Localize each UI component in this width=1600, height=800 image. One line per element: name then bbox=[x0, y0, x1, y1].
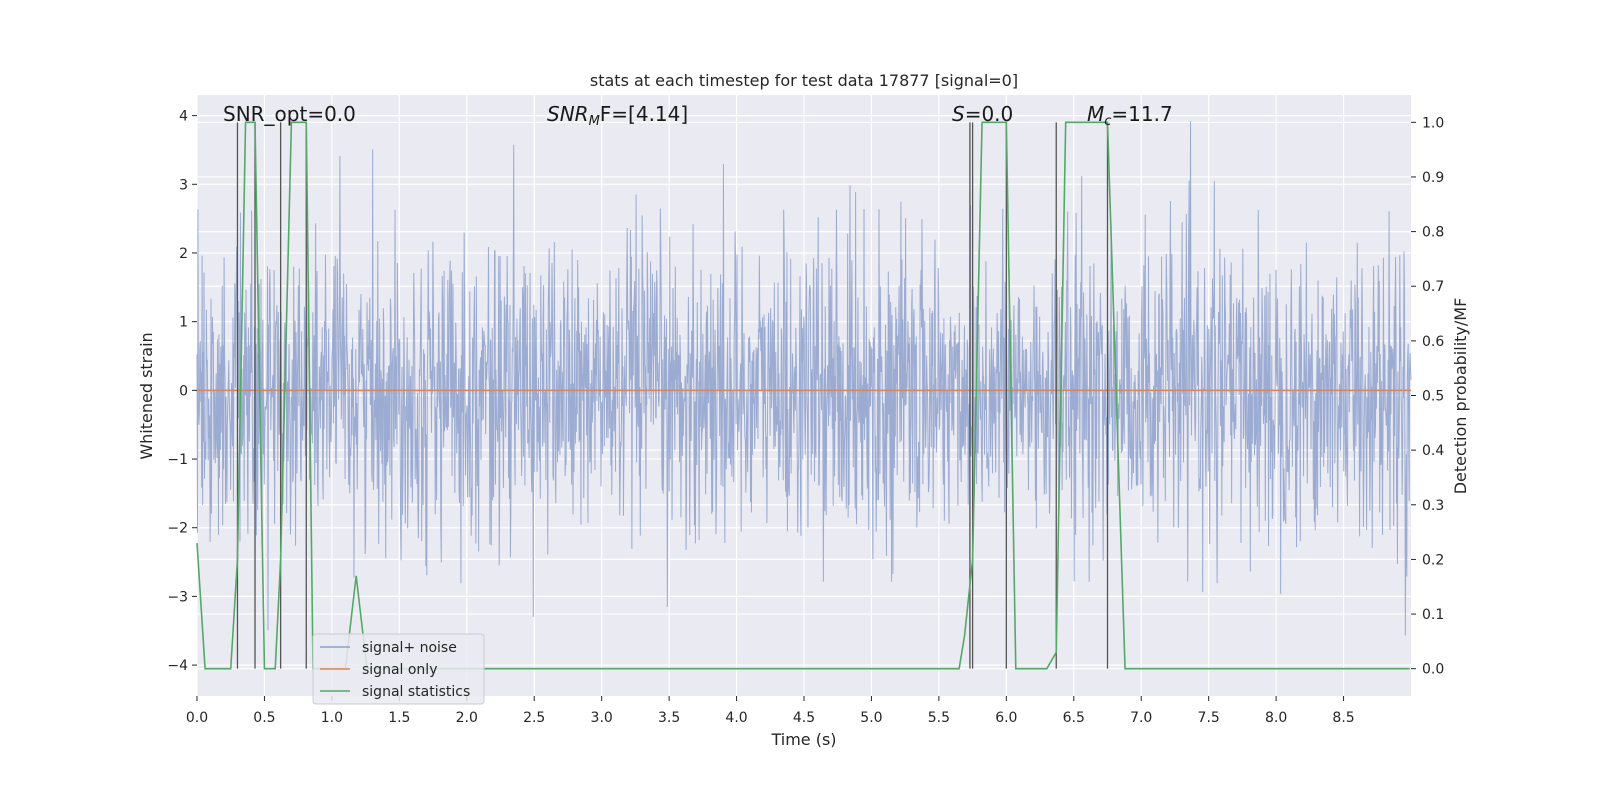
x-tick-label: 6.0 bbox=[995, 710, 1017, 726]
x-tick-label: 3.0 bbox=[591, 710, 613, 726]
y2-tick-label: 0.8 bbox=[1422, 225, 1444, 241]
signal-statistics-series bbox=[196, 121, 1410, 670]
y-tick-label: 2 bbox=[179, 246, 188, 262]
x-tick-label: 4.5 bbox=[793, 710, 815, 726]
snr-opt-annotation: SNR_opt=0.0 bbox=[223, 102, 356, 126]
x-tick-label: 3.5 bbox=[658, 710, 680, 726]
x-tick-label: 0.0 bbox=[186, 710, 208, 726]
y2-tick-label: 0.2 bbox=[1422, 552, 1444, 568]
y-tick-label: 1 bbox=[179, 315, 188, 331]
legend-box bbox=[312, 633, 485, 705]
y-tick-label: −3 bbox=[167, 589, 188, 605]
vertical-marker-lines bbox=[236, 122, 1109, 669]
y2-tick-label: 0.5 bbox=[1422, 389, 1444, 405]
signal-statistics-line bbox=[196, 121, 1410, 670]
x-tick-label: 0.5 bbox=[253, 710, 275, 726]
signal-noise-line bbox=[196, 121, 1412, 636]
y2-tick-label: 0.0 bbox=[1422, 662, 1444, 678]
y2-tick-label: 0.9 bbox=[1422, 170, 1444, 186]
legend-label-signal-only: signal only bbox=[362, 662, 437, 678]
legend: signal+ noise signal only signal statist… bbox=[312, 633, 485, 705]
y-tick-label: 4 bbox=[179, 109, 188, 125]
chart-title: stats at each timestep for test data 178… bbox=[590, 71, 1018, 90]
x-tick-label: 8.5 bbox=[1332, 710, 1354, 726]
signal-noise-series bbox=[196, 121, 1412, 636]
y2-axis-ticks: 1.0 0.9 0.8 0.7 0.6 0.5 0.4 0.3 0.2 0.1 0.0 bbox=[1411, 115, 1444, 678]
y-tick-label: −1 bbox=[167, 452, 188, 468]
y2-tick-label: 0.1 bbox=[1422, 607, 1444, 623]
x-tick-label: 5.0 bbox=[860, 710, 882, 726]
x-tick-label: 1.0 bbox=[321, 710, 343, 726]
x-tick-label: 4.0 bbox=[725, 710, 747, 726]
y2-tick-label: 0.6 bbox=[1422, 334, 1444, 350]
x-tick-label: 2.0 bbox=[456, 710, 478, 726]
y-tick-label: −4 bbox=[167, 658, 188, 674]
y2-tick-label: 1.0 bbox=[1422, 115, 1444, 131]
x-tick-label: 7.5 bbox=[1198, 710, 1220, 726]
x-tick-label: 1.5 bbox=[388, 710, 410, 726]
x-tick-label: 7.0 bbox=[1130, 710, 1152, 726]
y2-axis-label: Detection probability/MF bbox=[1451, 298, 1470, 495]
legend-label-signal-statistics: signal statistics bbox=[362, 684, 470, 700]
snr-mf-annotation: SNRMF=[4.14] bbox=[547, 102, 688, 129]
x-tick-label: 8.0 bbox=[1265, 710, 1287, 726]
y2-tick-label: 0.3 bbox=[1422, 498, 1444, 514]
mc-annotation: Mc=11.7 bbox=[1087, 102, 1173, 129]
x-axis-label: Time (s) bbox=[770, 730, 836, 749]
y2-tick-label: 0.4 bbox=[1422, 443, 1444, 459]
y2-tick-label: 0.7 bbox=[1422, 279, 1444, 295]
x-tick-label: 2.5 bbox=[523, 710, 545, 726]
s-annotation: S=0.0 bbox=[952, 102, 1013, 126]
y-tick-label: 0 bbox=[179, 383, 188, 399]
y-tick-label: 3 bbox=[179, 177, 188, 193]
x-axis-ticks: 0.0 0.5 1.0 1.5 2.0 2.5 3.0 3.5 4.0 4.5 5.0 5.5 6.0 6… bbox=[186, 696, 1355, 726]
y-axis-ticks: 4 3 2 1 0 −1 −2 −3 −4 bbox=[167, 109, 197, 674]
x-tick-label: 5.5 bbox=[928, 710, 950, 726]
y-tick-label: −2 bbox=[167, 521, 188, 537]
legend-label-signal-noise: signal+ noise bbox=[362, 640, 457, 656]
x-tick-label: 6.5 bbox=[1063, 710, 1085, 726]
y-axis-label: Whitened strain bbox=[137, 332, 156, 459]
